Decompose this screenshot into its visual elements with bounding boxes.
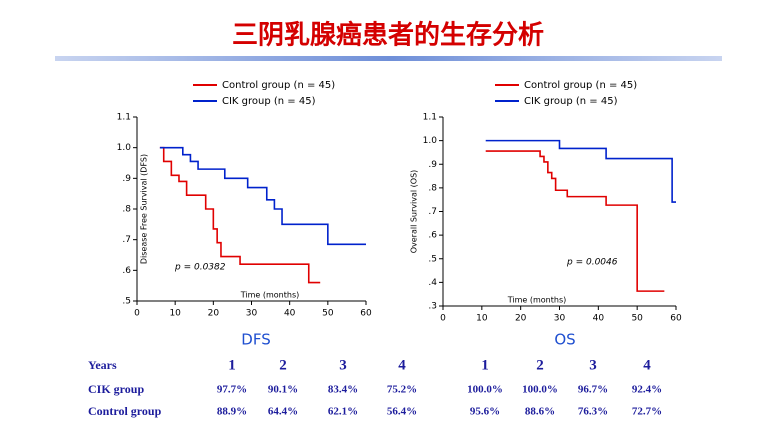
- x-tick-label: 50: [631, 314, 643, 324]
- x-tick-label: 20: [208, 309, 220, 319]
- table-cell: 72.7%: [632, 406, 662, 418]
- y-tick-label: .5: [428, 254, 437, 264]
- table-cell: 97.7%: [217, 384, 247, 396]
- x-tick-label: 30: [246, 309, 258, 319]
- y-tick-label: .6: [428, 231, 437, 241]
- table-cell: 76.3%: [578, 406, 608, 418]
- y-tick-label: 1.1: [423, 113, 437, 123]
- title-rule: [55, 56, 722, 61]
- chart-caption: OS: [554, 331, 575, 349]
- table-cell: 100.0%: [522, 384, 558, 396]
- table-cell: 64.4%: [268, 406, 298, 418]
- survival-curve: [485, 150, 665, 292]
- x-tick-label: 60: [670, 314, 682, 324]
- y-tick-label: 1.0: [423, 136, 438, 146]
- x-tick-label: 60: [360, 309, 372, 319]
- table-cell: 75.2%: [387, 384, 417, 396]
- table-cell: 56.4%: [387, 406, 417, 418]
- p-value: p = 0.0046: [566, 258, 618, 268]
- slide-title: 三阴乳腺癌患者的生存分析: [232, 20, 544, 51]
- table-cell: 83.4%: [328, 384, 358, 396]
- table-cell: 88.9%: [217, 406, 247, 418]
- chart-caption: DFS: [241, 331, 270, 349]
- table-cell: Control group: [88, 404, 162, 418]
- table-cell: 95.6%: [470, 406, 500, 418]
- p-value: p = 0.0382: [174, 263, 226, 273]
- x-tick-label: 30: [554, 314, 566, 324]
- x-tick-label: 10: [169, 309, 181, 319]
- y-tick-label: 1.1: [117, 113, 131, 123]
- table-header: 4: [398, 357, 406, 373]
- y-tick-label: 1.0: [117, 143, 132, 153]
- survival-curve: [485, 139, 676, 203]
- legend-label: CIK group (n = 45): [524, 96, 618, 107]
- table-header: 2: [536, 357, 544, 373]
- x-tick-label: 20: [515, 314, 527, 324]
- legend-label: Control group (n = 45): [524, 80, 637, 91]
- table-cell: 62.1%: [328, 406, 358, 418]
- y-tick-label: .7: [122, 235, 131, 245]
- x-tick-label: 0: [134, 309, 140, 319]
- table-cell: 96.7%: [578, 384, 608, 396]
- table-header: 1: [228, 357, 236, 373]
- table-header: 3: [339, 357, 347, 373]
- table-header: Years: [88, 358, 117, 372]
- y-tick-label: .9: [428, 160, 437, 170]
- legend-label: Control group (n = 45): [222, 80, 335, 91]
- legend-label: CIK group (n = 45): [222, 96, 316, 107]
- survival-curve: [159, 146, 366, 246]
- x-tick-label: 50: [322, 309, 334, 319]
- table-cell: 92.4%: [632, 384, 662, 396]
- y-tick-label: .3: [428, 302, 437, 312]
- table-header: 1: [481, 357, 489, 373]
- y-tick-label: .6: [122, 266, 131, 276]
- y-tick-label: .5: [122, 297, 131, 307]
- y-tick-label: .7: [428, 207, 437, 217]
- y-tick-label: .8: [122, 205, 131, 215]
- y-tick-label: .8: [428, 183, 437, 193]
- x-axis-label: Time (months): [507, 296, 567, 305]
- y-axis-label: Overall Survival (OS): [410, 170, 419, 254]
- table-cell: 100.0%: [467, 384, 503, 396]
- table-cell: CIK group: [88, 382, 144, 396]
- x-tick-label: 10: [476, 314, 488, 324]
- table-header: 3: [589, 357, 597, 373]
- y-axis-label: Disease Free Survival (DFS): [140, 154, 149, 264]
- survival-curve: [159, 146, 321, 284]
- y-tick-label: .9: [122, 174, 131, 184]
- table-header: 4: [643, 357, 651, 373]
- x-tick-label: 40: [284, 309, 296, 319]
- table-cell: 88.6%: [525, 406, 555, 418]
- table-header: 2: [279, 357, 287, 373]
- table-cell: 90.1%: [268, 384, 298, 396]
- y-tick-label: .4: [428, 278, 437, 288]
- x-tick-label: 40: [593, 314, 605, 324]
- x-axis-label: Time (months): [240, 291, 300, 300]
- x-tick-label: 0: [440, 314, 446, 324]
